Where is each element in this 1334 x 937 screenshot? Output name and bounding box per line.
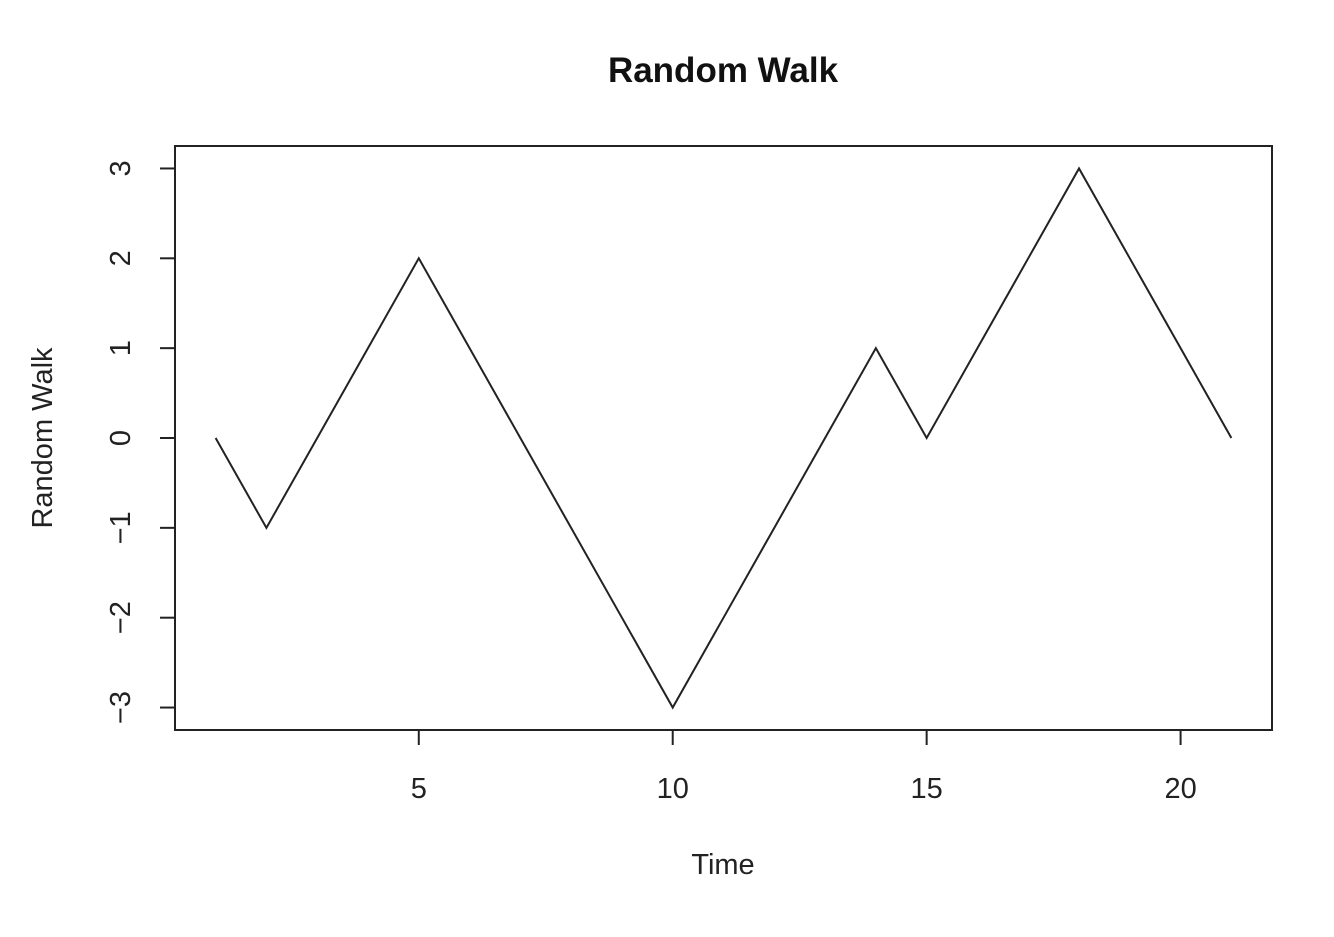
x-tick-label: 10 xyxy=(657,773,689,805)
x-tick-label: 15 xyxy=(911,773,943,805)
x-tick-label: 5 xyxy=(411,773,427,805)
y-tick-label: −3 xyxy=(105,691,137,724)
plot-frame xyxy=(174,145,1273,731)
y-tick-label: −2 xyxy=(105,601,137,634)
y-axis: −3 −2 −1 0 1 2 3 xyxy=(105,160,175,724)
y-tick-label: −1 xyxy=(105,511,137,544)
y-tick-label: 1 xyxy=(105,340,137,356)
chart-title: Random Walk xyxy=(608,51,839,90)
y-axis-title: Random Walk xyxy=(27,347,59,529)
series-line-0 xyxy=(214,166,1233,710)
x-tick-label: 20 xyxy=(1164,773,1196,805)
y-tick-label: 3 xyxy=(105,160,137,176)
series-group xyxy=(214,166,1233,710)
x-axis: 5 10 15 20 xyxy=(411,730,1197,805)
y-tick-label: 0 xyxy=(105,430,137,446)
x-axis-title: Time xyxy=(691,849,754,881)
y-tick-label: 2 xyxy=(105,250,137,266)
